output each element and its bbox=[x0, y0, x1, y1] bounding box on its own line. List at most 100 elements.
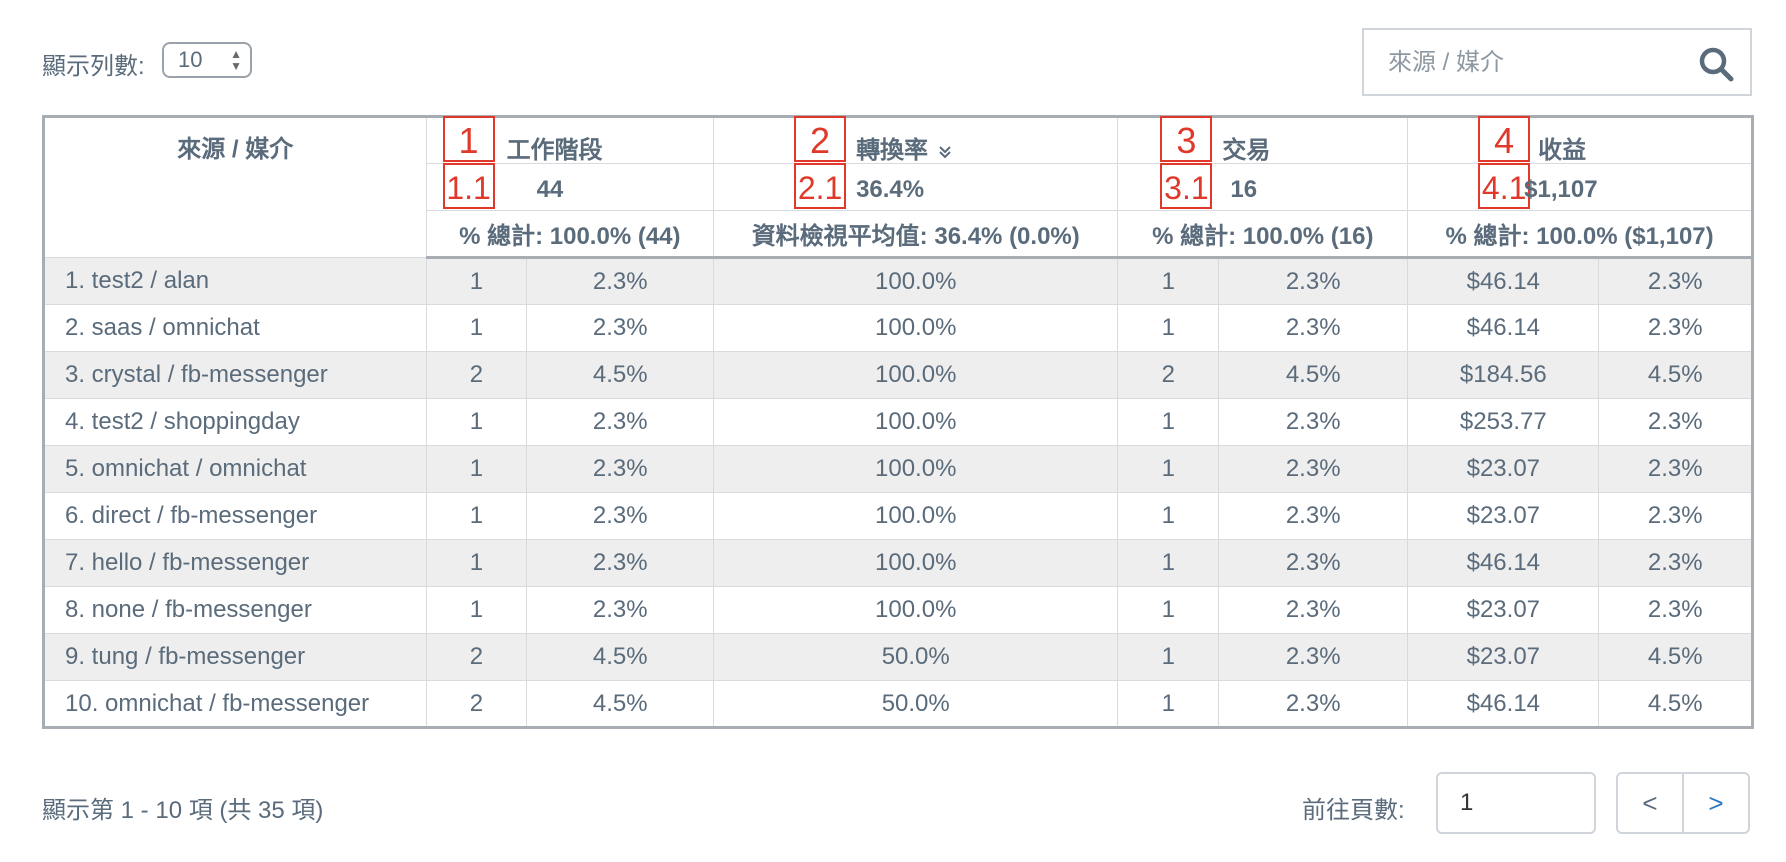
source-cell[interactable]: 4. test2 / shoppingday bbox=[43, 398, 427, 446]
transactions-pct-cell: 2.3% bbox=[1218, 445, 1409, 493]
rows-per-page-value: 10 bbox=[178, 47, 203, 72]
goto-page-label: 前往頁數: bbox=[1302, 797, 1405, 824]
search-input[interactable] bbox=[1386, 44, 1670, 82]
transactions-pct-cell: 2.3% bbox=[1218, 492, 1409, 540]
source-cell[interactable]: 3. crystal / fb-messenger bbox=[43, 351, 427, 399]
conversion-rate-cell: 100.0% bbox=[713, 445, 1119, 493]
sessions-cell: 1 bbox=[425, 445, 528, 493]
revenue-cell: $23.07 bbox=[1407, 586, 1600, 634]
annotation-box-4: 4 bbox=[1478, 116, 1531, 162]
conversion-rate-label: 轉換率 bbox=[856, 130, 952, 165]
conversion-rate-total-cell: 2.1 36.4% bbox=[713, 163, 1119, 211]
next-page-button[interactable]: > bbox=[1682, 774, 1748, 832]
source-cell[interactable]: 2. saas / omnichat bbox=[43, 304, 427, 352]
transactions-pct-cell: 4.5% bbox=[1218, 351, 1409, 399]
revenue-pct-cell: 2.3% bbox=[1598, 492, 1753, 540]
annotation-box-3: 3 bbox=[1160, 116, 1213, 162]
select-arrows-icon: ▲ ▼ bbox=[230, 47, 242, 73]
conversion-rate-header[interactable]: 2 轉換率 bbox=[713, 116, 1119, 165]
sessions-cell: 1 bbox=[425, 398, 528, 446]
source-cell[interactable]: 6. direct / fb-messenger bbox=[43, 492, 427, 540]
annotation-box-1-1: 1.1 bbox=[442, 163, 495, 209]
source-cell[interactable]: 9. tung / fb-messenger bbox=[43, 633, 427, 681]
sessions-pct-cell: 2.3% bbox=[526, 492, 715, 540]
goto-page-input[interactable] bbox=[1436, 772, 1596, 834]
transactions-pct-cell: 2.3% bbox=[1218, 586, 1409, 634]
rows-per-page-label: 顯示列數: bbox=[42, 53, 145, 80]
revenue-cell: $253.77 bbox=[1407, 398, 1600, 446]
source-cell[interactable]: 10. omnichat / fb-messenger bbox=[43, 680, 427, 728]
table-row[interactable]: 5. omnichat / omnichat 1 2.3% 100.0% 1 2.3% $2… bbox=[43, 445, 1753, 493]
transactions-pct-cell: 2.3% bbox=[1218, 398, 1409, 446]
sessions-cell: 1 bbox=[425, 304, 528, 352]
table-row[interactable]: 9. tung / fb-messenger 2 4.5% 50.0% 1 2.3% $23… bbox=[43, 633, 1753, 681]
transactions-label: 交易 bbox=[1222, 137, 1271, 164]
search-icon[interactable] bbox=[1696, 44, 1736, 84]
source-cell[interactable]: 8. none / fb-messenger bbox=[43, 586, 427, 634]
transactions-pct-cell: 2.3% bbox=[1218, 633, 1409, 681]
sessions-pct-cell: 2.3% bbox=[526, 539, 715, 587]
revenue-cell: $46.14 bbox=[1407, 304, 1600, 352]
transactions-cell: 1 bbox=[1117, 304, 1220, 352]
source-cell[interactable]: 7. hello / fb-messenger bbox=[43, 539, 427, 587]
annotation-box-3-1: 3.1 bbox=[1160, 163, 1213, 209]
revenue-cell: $23.07 bbox=[1407, 633, 1600, 681]
transactions-cell: 1 bbox=[1117, 257, 1220, 305]
transactions-summary: % 總計: 100.0% (16) bbox=[1117, 210, 1409, 259]
pagination-buttons: < > bbox=[1616, 772, 1750, 834]
table-row[interactable]: 1. test2 / alan 1 2.3% 100.0% 1 2.3% $46.14 2.3… bbox=[43, 257, 1753, 305]
source-cell[interactable]: 1. test2 / alan bbox=[43, 257, 427, 305]
search-box bbox=[1362, 28, 1752, 96]
table-controls: 顯示列數: 10 ▲ ▼ bbox=[42, 28, 1752, 110]
table-row[interactable]: 7. hello / fb-messenger 1 2.3% 100.0% 1 2.3% $… bbox=[43, 539, 1753, 587]
sessions-pct-cell: 2.3% bbox=[526, 398, 715, 446]
sessions-cell: 1 bbox=[425, 586, 528, 634]
transactions-total: 16 bbox=[1230, 176, 1258, 203]
annotation-box-2-1: 2.1 bbox=[794, 163, 847, 209]
sessions-cell: 1 bbox=[425, 539, 528, 587]
source-medium-header[interactable]: 來源 / 媒介 bbox=[43, 116, 427, 258]
revenue-pct-cell: 2.3% bbox=[1598, 539, 1753, 587]
pagination-info: 顯示第 1 - 10 項 (共 35 項) bbox=[42, 797, 324, 824]
sessions-total-cell: 1.1 44 bbox=[425, 163, 715, 211]
sessions-total: 44 bbox=[536, 176, 564, 203]
rows-per-page-select[interactable]: 10 ▲ ▼ bbox=[162, 42, 252, 78]
sessions-pct-cell: 2.3% bbox=[526, 304, 715, 352]
transactions-cell: 1 bbox=[1117, 398, 1220, 446]
conversion-rate-cell: 100.0% bbox=[713, 586, 1119, 634]
revenue-pct-cell: 4.5% bbox=[1598, 680, 1753, 728]
conversion-rate-cell: 100.0% bbox=[713, 257, 1119, 305]
annotation-box-1: 1 bbox=[442, 116, 495, 162]
transactions-cell: 2 bbox=[1117, 351, 1220, 399]
table-row[interactable]: 4. test2 / shoppingday 1 2.3% 100.0% 1 2.3% $2… bbox=[43, 398, 1753, 446]
conversion-rate-cell: 100.0% bbox=[713, 304, 1119, 352]
table-row[interactable]: 2. saas / omnichat 1 2.3% 100.0% 1 2.3% $46.14… bbox=[43, 304, 1753, 352]
table-body: 1. test2 / alan 1 2.3% 100.0% 1 2.3% $46.14 2.3… bbox=[43, 257, 1753, 728]
conversion-rate-cell: 50.0% bbox=[713, 680, 1119, 728]
revenue-pct-cell: 4.5% bbox=[1598, 351, 1753, 399]
sort-desc-icon bbox=[939, 145, 951, 159]
sessions-header[interactable]: 1 工作階段 bbox=[425, 116, 715, 164]
sessions-pct-cell: 4.5% bbox=[526, 680, 715, 728]
revenue-total: $1,107 bbox=[1524, 176, 1598, 203]
prev-page-button[interactable]: < bbox=[1642, 787, 1658, 818]
conversion-rate-cell: 100.0% bbox=[713, 398, 1119, 446]
revenue-header[interactable]: 4 收益 bbox=[1407, 116, 1753, 164]
conversion-rate-summary: 資料檢視平均值: 36.4% (0.0%) bbox=[713, 210, 1119, 259]
revenue-pct-cell: 2.3% bbox=[1598, 257, 1753, 305]
transactions-cell: 1 bbox=[1117, 586, 1220, 634]
transactions-header[interactable]: 3 交易 bbox=[1117, 116, 1409, 164]
revenue-summary: % 總計: 100.0% ($1,107) bbox=[1407, 210, 1753, 259]
sessions-cell: 1 bbox=[425, 257, 528, 305]
transactions-cell: 1 bbox=[1117, 492, 1220, 540]
table-row[interactable]: 6. direct / fb-messenger 1 2.3% 100.0% 1 2.3%… bbox=[43, 492, 1753, 540]
conversion-rate-cell: 100.0% bbox=[713, 351, 1119, 399]
source-cell[interactable]: 5. omnichat / omnichat bbox=[43, 445, 427, 493]
table-row[interactable]: 10. omnichat / fb-messenger 2 4.5% 50.0% 1 2.… bbox=[43, 680, 1753, 728]
table-row[interactable]: 8. none / fb-messenger 1 2.3% 100.0% 1 2.3% $2… bbox=[43, 586, 1753, 634]
transactions-total-cell: 3.1 16 bbox=[1117, 163, 1409, 211]
sessions-pct-cell: 4.5% bbox=[526, 351, 715, 399]
annotation-box-2: 2 bbox=[794, 116, 847, 162]
table-row[interactable]: 3. crystal / fb-messenger 2 4.5% 100.0% 2 4.5… bbox=[43, 351, 1753, 399]
revenue-cell: $23.07 bbox=[1407, 445, 1600, 493]
